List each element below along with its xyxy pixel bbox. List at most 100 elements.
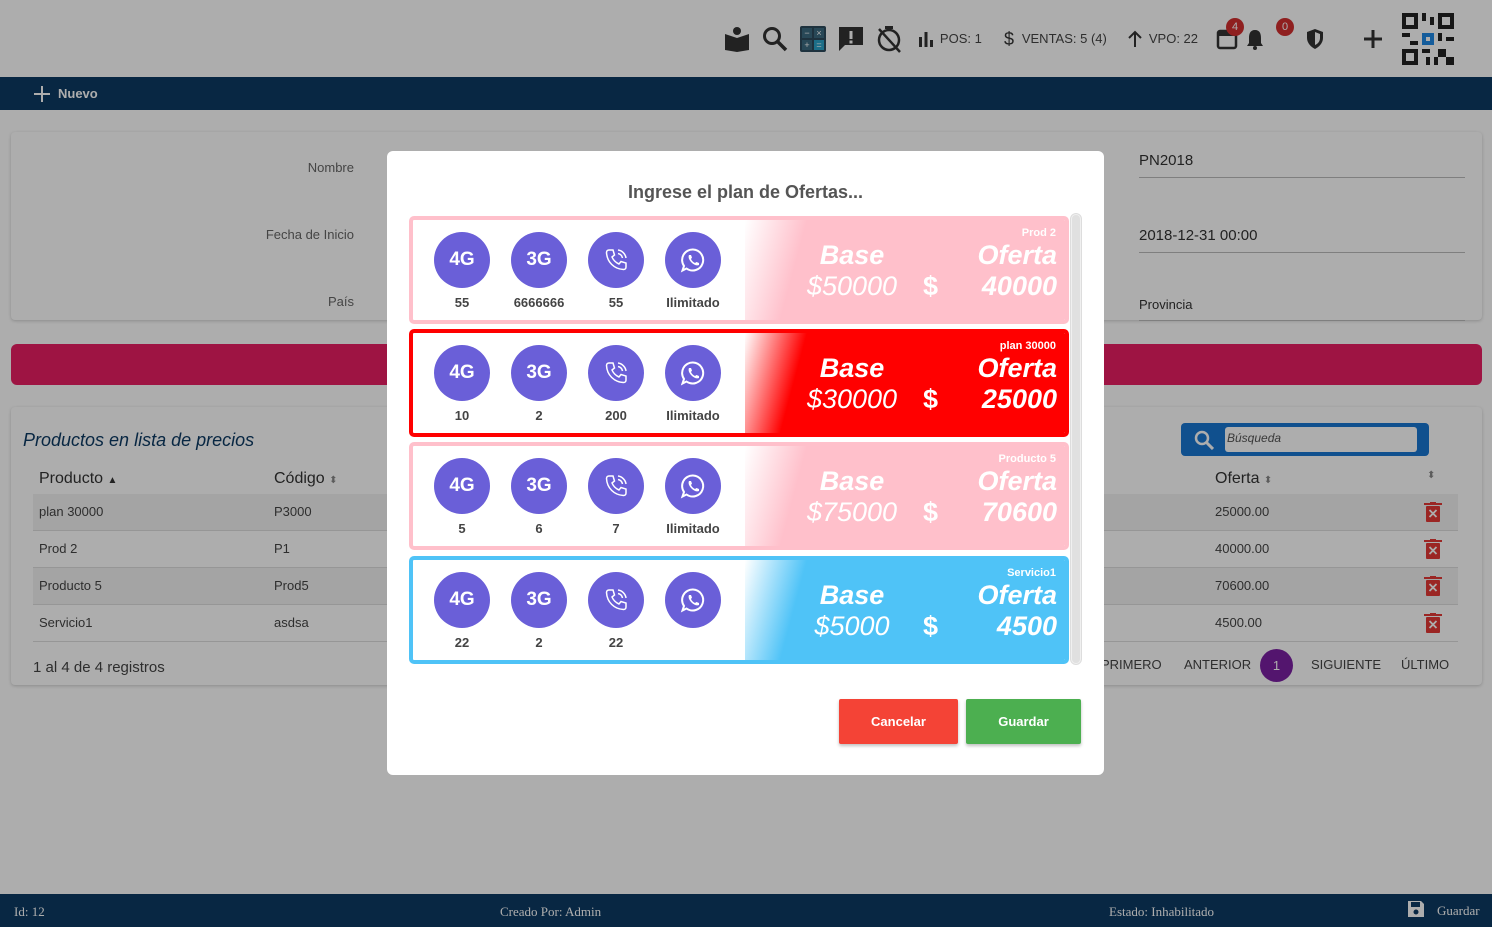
oferta-price: 4500	[996, 611, 1057, 641]
col-header-codigo[interactable]: Código ⬍	[274, 470, 338, 488]
table-title: Productos en lista de precios	[23, 430, 255, 450]
qr-code-icon[interactable]	[1402, 12, 1454, 65]
new-button[interactable]: Nuevo	[58, 86, 98, 101]
cancel-button[interactable]: Cancelar	[839, 699, 958, 744]
cell-codigo: P1	[274, 541, 290, 556]
feature-value: 2	[535, 635, 543, 650]
delete-icon[interactable]	[1424, 613, 1442, 633]
search-input[interactable]: Búsqueda	[1225, 427, 1417, 452]
base-price: $75000	[806, 497, 898, 527]
sort-icon: ⬍	[329, 475, 338, 486]
base-label: Base	[819, 353, 885, 383]
plan-card[interactable]: 4G 10 3G 2 200 Ilimitado plan 30000 Base $…	[409, 329, 1069, 437]
currency-symbol: $	[923, 271, 939, 301]
phone-call-icon	[588, 572, 644, 628]
sort-icon[interactable]: ⬍	[1427, 470, 1436, 481]
feature-whatsapp: Ilimitado	[655, 232, 731, 311]
base-label: Base	[819, 466, 885, 496]
currency-symbol: $	[923, 611, 939, 641]
search-box: Búsqueda	[1181, 423, 1429, 456]
timer-off-icon[interactable]	[874, 24, 904, 54]
bell-badge: 0	[1276, 17, 1294, 36]
feature-4g: 4G 22	[424, 572, 500, 651]
feature-value: 55	[608, 295, 624, 310]
delete-icon[interactable]	[1424, 539, 1442, 559]
cell-codigo: Prod5	[274, 578, 309, 593]
cell-codigo: asdsa	[274, 615, 309, 630]
whatsapp-icon	[665, 232, 721, 288]
phone-call-icon	[588, 345, 644, 401]
feature-value: Ilimitado	[666, 295, 720, 310]
delete-icon[interactable]	[1424, 576, 1442, 596]
feature-value: Ilimitado	[666, 408, 720, 423]
3g-icon: 3G	[511, 458, 567, 514]
vpo-text: VPO: 22	[1148, 31, 1198, 46]
cell-producto: plan 30000	[39, 504, 104, 519]
alert-message-icon[interactable]	[836, 24, 866, 54]
whatsapp-icon	[665, 345, 721, 401]
search-icon[interactable]	[760, 24, 790, 54]
pager-current[interactable]: 1	[1260, 649, 1293, 682]
plan-card[interactable]: 4G 55 3G 6666666 55 Ilimitado Prod 2 Base …	[409, 216, 1069, 324]
currency-symbol: $	[923, 497, 939, 527]
4g-icon: 4G	[434, 458, 490, 514]
fecha-fin-field[interactable]: 2018-12-31 00:00	[1139, 227, 1465, 253]
cell-codigo: P3000	[274, 504, 312, 519]
oferta-label: Oferta	[977, 353, 1057, 383]
footer-save-button[interactable]: Guardar	[1437, 903, 1480, 918]
book-icon[interactable]	[722, 24, 752, 54]
feature-3g: 3G 2	[501, 572, 577, 651]
feature-value: 22	[608, 635, 624, 650]
pager-first[interactable]: PRIMERO	[1101, 657, 1162, 672]
svg-text:×: ×	[816, 28, 821, 38]
plan-color-band	[745, 333, 1065, 433]
plan-card[interactable]: 4G 5 3G 6 7 Ilimitado Producto 5 Base $750…	[409, 442, 1069, 550]
svg-text:$: $	[1004, 29, 1014, 49]
delete-icon[interactable]	[1424, 502, 1442, 522]
oferta-price: 40000	[981, 271, 1057, 301]
nombre-label: Nombre	[307, 160, 354, 175]
whatsapp-icon	[665, 572, 721, 628]
bell-icon[interactable]: 0	[1240, 17, 1294, 54]
save-button[interactable]: Guardar	[966, 699, 1081, 744]
shield-icon[interactable]	[1300, 24, 1330, 54]
ventas-stat: $ VENTAS: 5 (4)	[1002, 29, 1107, 49]
pais-label: País	[327, 294, 354, 309]
feature-value: Ilimitado	[666, 521, 720, 536]
feature-whatsapp: Ilimitado	[655, 345, 731, 424]
plus-icon[interactable]	[1358, 24, 1388, 54]
provincia-field[interactable]: Provincia	[1139, 297, 1465, 321]
4g-icon: 4G	[434, 572, 490, 628]
feature-4g: 4G 5	[424, 458, 500, 537]
3g-icon: 3G	[511, 232, 567, 288]
code-field[interactable]: PN2018	[1139, 152, 1465, 178]
feature-value: 200	[605, 408, 627, 423]
plan-name: Producto 5	[998, 453, 1056, 465]
base-price: $5000	[814, 611, 890, 641]
scrollbar-thumb[interactable]	[1072, 215, 1080, 663]
pager-prev[interactable]: ANTERIOR	[1184, 657, 1252, 672]
svg-text:=: =	[816, 40, 821, 50]
feature-calls: 22	[578, 572, 654, 651]
calendar-icon[interactable]: 4	[1212, 17, 1244, 54]
pager-last[interactable]: ÚLTIMO	[1401, 657, 1450, 672]
feature-3g: 3G 6666666	[501, 232, 577, 311]
plan-name: Servicio1	[1007, 567, 1056, 579]
col-header-oferta[interactable]: Oferta ⬍	[1215, 470, 1272, 488]
cell-oferta: 4500.00	[1215, 615, 1262, 630]
plan-card[interactable]: 4G 22 3G 2 22 Servicio1 Base $5000 $ Ofert…	[409, 556, 1069, 664]
col-header-producto[interactable]: Producto ▲	[39, 470, 117, 488]
sort-asc-icon: ▲	[107, 475, 118, 486]
pager-next[interactable]: SIGUIENTE	[1311, 657, 1382, 672]
phone-call-icon	[588, 232, 644, 288]
plan-color-band	[745, 220, 1065, 320]
save-icon[interactable]	[1407, 900, 1425, 918]
svg-text:−: −	[804, 28, 809, 38]
plus-icon[interactable]	[34, 85, 50, 102]
cell-producto: Servicio1	[39, 615, 93, 630]
calculator-icon[interactable]: − × + =	[798, 24, 828, 54]
base-label: Base	[819, 580, 885, 610]
feature-value: 22	[454, 635, 470, 650]
search-icon[interactable]	[1194, 430, 1214, 450]
cell-producto: Prod 2	[39, 541, 78, 556]
